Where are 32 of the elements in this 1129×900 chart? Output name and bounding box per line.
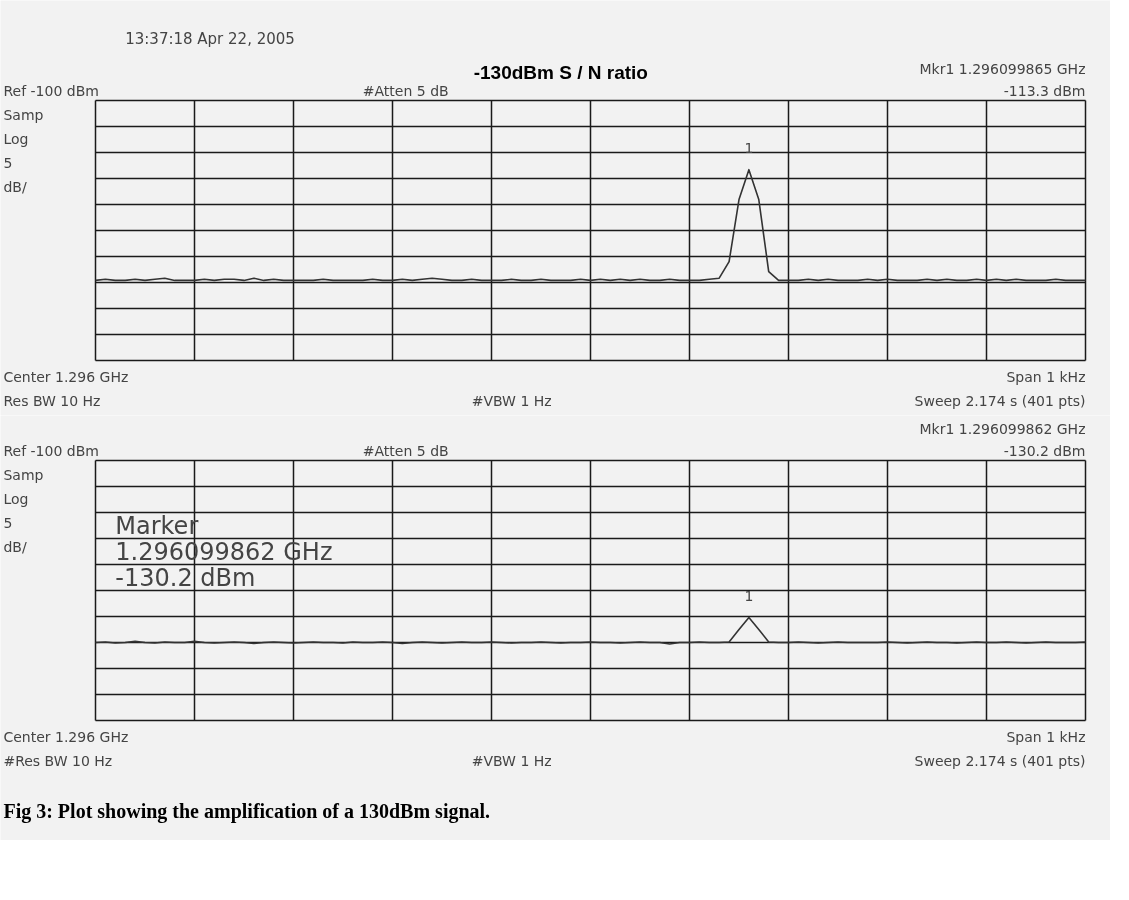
text: 1 — [744, 139, 754, 156]
text: 1 — [744, 587, 754, 604]
text: #Atten 5 dB — [362, 442, 449, 459]
text: Center 1.296 GHz — [3, 728, 129, 745]
text: Log — [3, 490, 29, 507]
text: dB/ — [3, 538, 27, 555]
text: 13:37:18 Apr 22, 2005 — [125, 29, 295, 48]
text: 5 — [3, 514, 13, 531]
text: #Res BW 10 Hz — [3, 752, 113, 769]
text: #VBW 1 Hz — [471, 752, 552, 769]
caption: Fig 3: Plot showing the amplification of a 130dBm signal. — [3, 799, 491, 823]
text: Samp — [3, 466, 44, 483]
text: #VBW 1 Hz — [471, 392, 552, 409]
text: Sweep 2.174 s (401 pts) — [914, 392, 1086, 409]
chart-title: -130dBm S / N ratio — [473, 62, 648, 83]
text: Ref -100 dBm — [3, 82, 99, 99]
text: Sweep 2.174 s (401 pts) — [914, 752, 1086, 769]
text: -130.2 dBm — [1003, 442, 1086, 459]
text: -130.2 dBm — [115, 563, 256, 592]
text: -113.3 dBm — [1003, 82, 1086, 99]
text: Log — [3, 130, 29, 147]
text: Span 1 kHz — [1006, 728, 1086, 745]
text: Samp — [3, 106, 44, 123]
text: #Atten 5 dB — [362, 82, 449, 99]
text: Ref -100 dBm — [3, 442, 99, 459]
text: Span 1 kHz — [1006, 368, 1086, 385]
text: Res BW 10 Hz — [3, 392, 101, 409]
text: Mkr1 1.296099865 GHz — [919, 60, 1086, 77]
text: Center 1.296 GHz — [3, 368, 129, 385]
text: 5 — [3, 154, 13, 171]
text: dB/ — [3, 178, 27, 195]
text: Mkr1 1.296099862 GHz — [919, 420, 1086, 437]
